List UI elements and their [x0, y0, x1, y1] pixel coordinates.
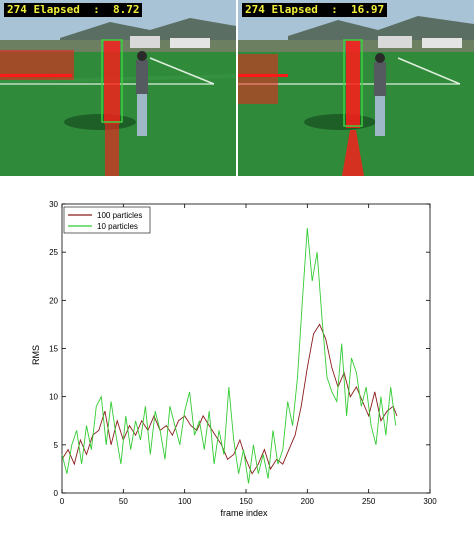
y-axis-label: RMS [31, 345, 41, 365]
series-line-0 [61, 323, 398, 475]
y-tick-label: 5 [54, 441, 59, 450]
y-tick-label: 20 [49, 296, 58, 305]
x-axis-label: frame index [220, 508, 268, 518]
y-tick-label: 30 [49, 200, 58, 209]
tracking-box [343, 39, 363, 127]
frame-left-scene [0, 0, 236, 176]
frame-right-scene [238, 0, 474, 176]
y-tick-label: 0 [54, 489, 59, 498]
x-tick-label: 250 [362, 497, 376, 506]
x-tick-label: 100 [178, 497, 192, 506]
x-tick-label: 300 [423, 497, 437, 506]
legend-label-1: 10 particles [97, 222, 138, 231]
y-tick-label: 15 [49, 345, 58, 354]
x-tick-label: 200 [301, 497, 315, 506]
y-tick-label: 10 [49, 393, 58, 402]
legend-label-0: 100 particles [97, 211, 142, 220]
chart-series [61, 228, 398, 484]
elapsed-label: 274 Elapsed : 8.72 [4, 3, 143, 17]
plot-frame [61, 203, 431, 494]
chart-legend: 100 particles 10 particles [63, 206, 151, 234]
legend-box [63, 206, 151, 234]
series-line-1 [61, 228, 397, 484]
elapsed-label: 274 Elapsed : 16.97 [242, 3, 388, 17]
x-tick-label: 50 [119, 497, 128, 506]
y-tick-label: 25 [49, 248, 58, 257]
chart-axes: 0 50 100 150 200 250 300 0 5 10 15 20 25 30 [49, 200, 437, 506]
particle-cloud [238, 54, 278, 104]
x-tick-label: 150 [239, 497, 253, 506]
video-frame-right: 274 Elapsed : 16.97 [238, 0, 474, 176]
x-tick-label: 0 [60, 497, 65, 506]
tracking-box [101, 39, 123, 123]
rms-chart: 0 50 100 150 200 250 300 0 5 10 15 20 25 30 100 parti… [31, 200, 437, 518]
video-frame-left: 274 Elapsed : 8.72 [0, 0, 236, 176]
